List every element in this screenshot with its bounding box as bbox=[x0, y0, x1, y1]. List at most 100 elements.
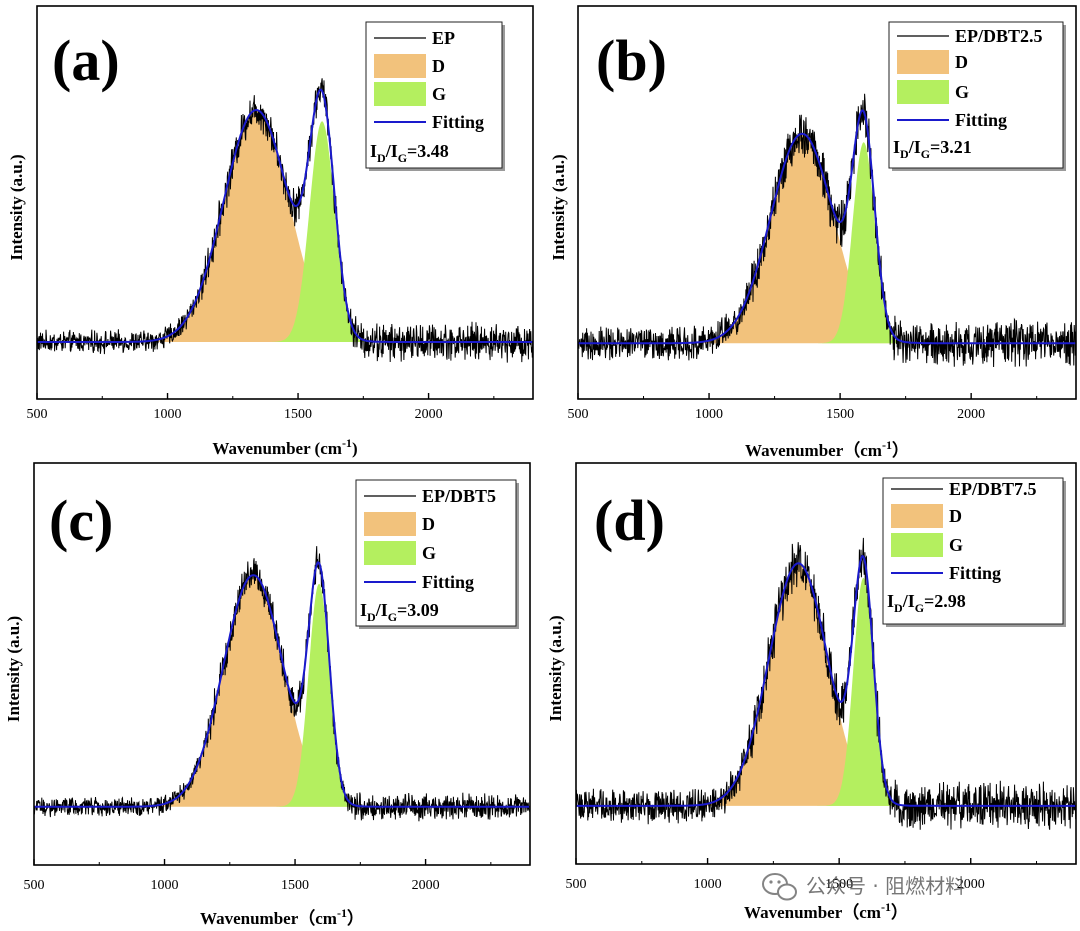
legend-fitting-label: Fitting bbox=[955, 110, 1007, 130]
fitting-line bbox=[37, 88, 533, 343]
ratio-sub-d: D bbox=[377, 151, 386, 165]
legend-d-label: D bbox=[949, 506, 962, 526]
legend-g-swatch bbox=[891, 533, 943, 557]
id-ig-ratio: ID/IG=3.48 bbox=[370, 141, 449, 165]
legend-g-label: G bbox=[422, 543, 436, 563]
x-axis-title-sup: -1 bbox=[881, 900, 891, 914]
wechat-icon bbox=[762, 873, 797, 901]
ratio-sub-g: G bbox=[398, 151, 407, 165]
x-axis-title-end: ) bbox=[352, 439, 358, 458]
id-ig-ratio: ID/IG=3.21 bbox=[893, 137, 972, 161]
d-band-area bbox=[138, 575, 374, 807]
legend-g-label: G bbox=[432, 84, 446, 104]
legend-fitting-label: Fitting bbox=[432, 112, 484, 132]
legend-g-label: G bbox=[955, 82, 969, 102]
ratio-slash: /I bbox=[908, 137, 921, 157]
x-tick-label: 1000 bbox=[694, 877, 722, 892]
d-band-area bbox=[681, 563, 919, 806]
legend-g-label: G bbox=[949, 535, 963, 555]
x-axis-title-sup: -1 bbox=[882, 438, 892, 452]
wechat-eye-1 bbox=[769, 880, 773, 884]
panel-label: (a) bbox=[52, 28, 120, 93]
g-band-area bbox=[271, 121, 377, 343]
chart-panel-3: 500 1000 1500 2000 Wavenumber（cm-1） Intensity… bbox=[546, 462, 1077, 922]
panel-label: (c) bbox=[49, 488, 113, 553]
x-axis-title-sup: -1 bbox=[342, 436, 352, 450]
x-axis-title-text: Wavenumber（cm bbox=[200, 908, 337, 928]
x-tick-label: 1500 bbox=[825, 877, 853, 892]
y-axis-title: Intensity (a.u.) bbox=[546, 615, 565, 721]
d-band-area bbox=[682, 133, 919, 344]
legend-d-swatch bbox=[897, 50, 949, 74]
ratio-sub-g: G bbox=[388, 610, 397, 624]
ratio-value: =3.21 bbox=[930, 137, 972, 157]
ratio-value: =2.98 bbox=[924, 591, 966, 611]
x-axis-title-text: Wavenumber（cm bbox=[745, 440, 882, 460]
x-axis-title: Wavenumber（cm-1） bbox=[744, 900, 908, 922]
x-tick-label: 500 bbox=[566, 877, 587, 892]
plot-frame bbox=[577, 5, 1077, 400]
plot-frame bbox=[36, 5, 534, 400]
legend-d-swatch bbox=[364, 512, 416, 536]
fitting-line bbox=[576, 554, 1076, 807]
ratio-value: =3.48 bbox=[407, 141, 449, 161]
wechat-bubble-small bbox=[777, 883, 797, 901]
ratio-slash: /I bbox=[902, 591, 915, 611]
x-tick-label: 500 bbox=[27, 407, 48, 422]
x-axis-title-text: Wavenumber (cm bbox=[212, 439, 342, 458]
x-tick-label: 1500 bbox=[284, 407, 312, 422]
ratio-sub-d: D bbox=[894, 601, 903, 615]
plot-frame bbox=[33, 462, 531, 866]
legend-series-label: EP/DBT5 bbox=[422, 486, 496, 506]
ratio-sub-g: G bbox=[915, 601, 924, 615]
legend-fitting-label: Fitting bbox=[422, 572, 474, 592]
x-tick-label: 2000 bbox=[957, 407, 985, 422]
x-tick-label: 2000 bbox=[415, 407, 443, 422]
x-tick-label: 2000 bbox=[412, 878, 440, 893]
panel-label: (d) bbox=[594, 488, 665, 553]
legend-g-swatch bbox=[374, 82, 426, 106]
raw-spectrum-line bbox=[578, 93, 1076, 368]
ratio-sub-d: D bbox=[900, 147, 909, 161]
plot-area bbox=[34, 546, 530, 822]
x-tick-label: 1000 bbox=[151, 878, 179, 893]
legend-d-swatch bbox=[891, 504, 943, 528]
x-tick-label: 500 bbox=[568, 407, 589, 422]
x-axis-title: Wavenumber (cm-1) bbox=[212, 436, 357, 458]
id-ig-ratio: ID/IG=3.09 bbox=[360, 600, 439, 624]
chart-panel-2: 500 1000 1500 2000 Wavenumber（cm-1） Intensity… bbox=[4, 462, 531, 928]
g-band-area bbox=[268, 583, 374, 807]
watermark: 公众号 · 阻燃材料 bbox=[762, 873, 965, 901]
x-tick-label: 1000 bbox=[695, 407, 723, 422]
g-band-area bbox=[812, 577, 919, 806]
plot-area bbox=[576, 537, 1076, 830]
plot-area bbox=[578, 93, 1076, 368]
x-axis-title: Wavenumber（cm-1） bbox=[200, 906, 364, 928]
ratio-i1: I bbox=[887, 591, 894, 611]
x-axis-title-end: ） bbox=[891, 902, 908, 922]
legend-series-label: EP/DBT7.5 bbox=[949, 479, 1037, 499]
x-axis-title-sup: -1 bbox=[337, 906, 347, 920]
ratio-sub-g: G bbox=[921, 147, 930, 161]
legend-series-label: EP bbox=[432, 28, 455, 48]
x-axis-title-end: ） bbox=[347, 908, 364, 928]
fitting-line bbox=[578, 109, 1076, 345]
chart-panel-0: 500 1000 1500 2000 Wavenumber (cm-1) Intensit… bbox=[7, 5, 534, 458]
ratio-i1: I bbox=[893, 137, 900, 157]
legend-g-swatch bbox=[364, 541, 416, 565]
legend-d-label: D bbox=[432, 56, 445, 76]
legend-g-swatch bbox=[897, 80, 949, 104]
legend-fitting-label: Fitting bbox=[949, 563, 1001, 583]
fitting-line bbox=[34, 560, 530, 808]
legend-series-label: EP/DBT2.5 bbox=[955, 26, 1043, 46]
raw-spectrum-line bbox=[576, 537, 1076, 830]
g-band-area bbox=[813, 142, 919, 344]
wechat-eye-2 bbox=[777, 880, 781, 884]
ratio-i1: I bbox=[370, 141, 377, 161]
x-tick-label: 2000 bbox=[957, 877, 985, 892]
